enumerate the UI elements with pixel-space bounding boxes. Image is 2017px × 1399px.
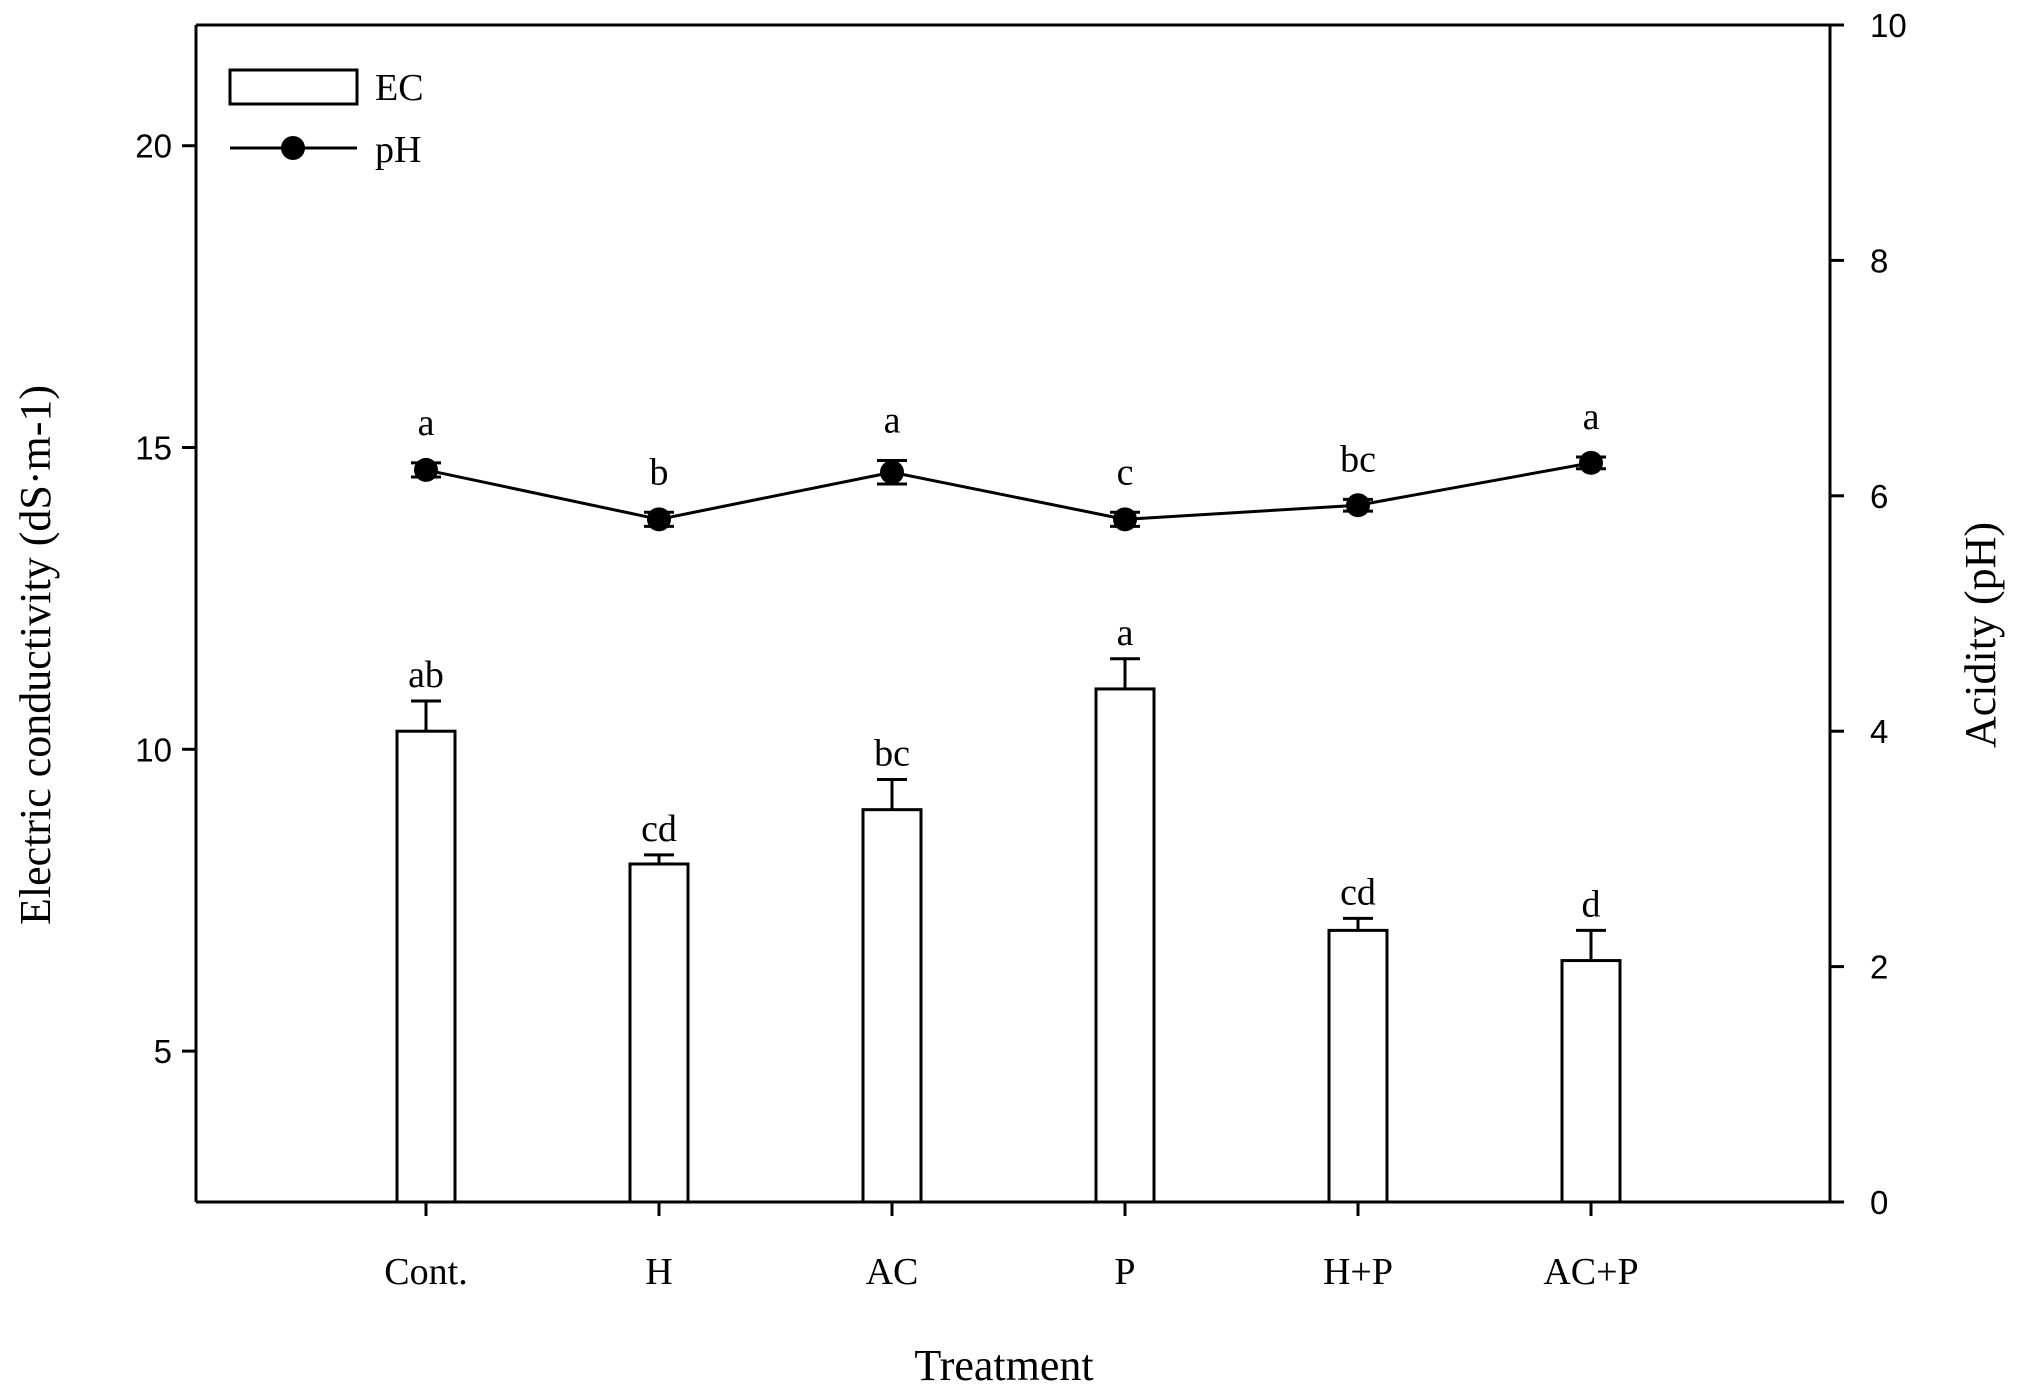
axes: 5 10 15 20 0 2 4 6 8 10 Cont. H AC P H+P AC+P — [135, 7, 1906, 1293]
ph-point-0 — [414, 457, 438, 482]
y2-tick-label-1: 2 — [1870, 949, 1888, 986]
ph-line — [425, 461, 1592, 521]
ec-letter-3: a — [1117, 612, 1134, 654]
ph-letter-2: a — [884, 399, 901, 441]
ph-letter-1: b — [650, 451, 669, 493]
ph-letter-5: a — [1583, 396, 1600, 438]
ec-letter-4: cd — [1340, 871, 1376, 913]
ec-bar-0 — [395, 729, 457, 1204]
ec-letter-0: ab — [408, 654, 444, 696]
ec-bars — [395, 657, 1622, 1204]
ph-point-3 — [1113, 507, 1137, 532]
ec-bar-4 — [1327, 928, 1389, 1204]
x-axis-title: Treatment — [914, 1341, 1093, 1390]
y2-tick-label-5: 10 — [1870, 7, 1907, 44]
x-tick-label-3: P — [1114, 1251, 1135, 1293]
y2-tick-label-3: 6 — [1870, 478, 1888, 515]
y-tick-label-3: 20 — [135, 128, 172, 165]
y2-axis-title: Acidity (pH) — [1956, 522, 2005, 748]
ec-bar-5 — [1560, 959, 1622, 1204]
x-tick-label-4: H+P — [1323, 1251, 1393, 1293]
ec-letter-1: cd — [641, 808, 677, 850]
y-tick-label-1: 10 — [135, 731, 172, 768]
legend-ec-swatch — [228, 68, 359, 106]
x-tick-label-2: AC — [866, 1251, 919, 1293]
y2-tick-label-0: 0 — [1870, 1184, 1888, 1221]
legend-ec-label: EC — [375, 67, 424, 109]
legend-ph-label: pH — [375, 129, 421, 171]
x-tick-label-1: H — [645, 1251, 672, 1293]
ph-point-2 — [880, 460, 904, 485]
x-tick-label-0: Cont. — [384, 1251, 467, 1293]
y-axis-title: Electric conductivity (dS·m-1) — [11, 385, 60, 925]
ph-point-1 — [647, 507, 671, 532]
y-tick-label-0: 5 — [154, 1033, 172, 1070]
y2-tick-label-2: 4 — [1870, 713, 1888, 750]
ph-letter-3: c — [1117, 451, 1134, 493]
y-tick-label-2: 15 — [135, 430, 172, 467]
ec-bar-3 — [1094, 687, 1156, 1204]
x-tick-label-5: AC+P — [1543, 1251, 1638, 1293]
ec-bar-1 — [628, 862, 690, 1204]
ph-point-5 — [1579, 450, 1603, 475]
ph-line-series — [411, 450, 1606, 532]
legend-ph-marker — [281, 136, 305, 160]
ec-letter-2: bc — [874, 732, 910, 774]
ph-letter-0: a — [418, 402, 435, 444]
ph-point-4 — [1346, 493, 1370, 518]
ec-bar-2 — [861, 808, 923, 1204]
y2-tick-label-4: 8 — [1870, 242, 1888, 279]
legend: EC pH — [228, 67, 424, 171]
ec-letter-5: d — [1582, 883, 1601, 925]
ph-letter-4: bc — [1340, 438, 1376, 480]
